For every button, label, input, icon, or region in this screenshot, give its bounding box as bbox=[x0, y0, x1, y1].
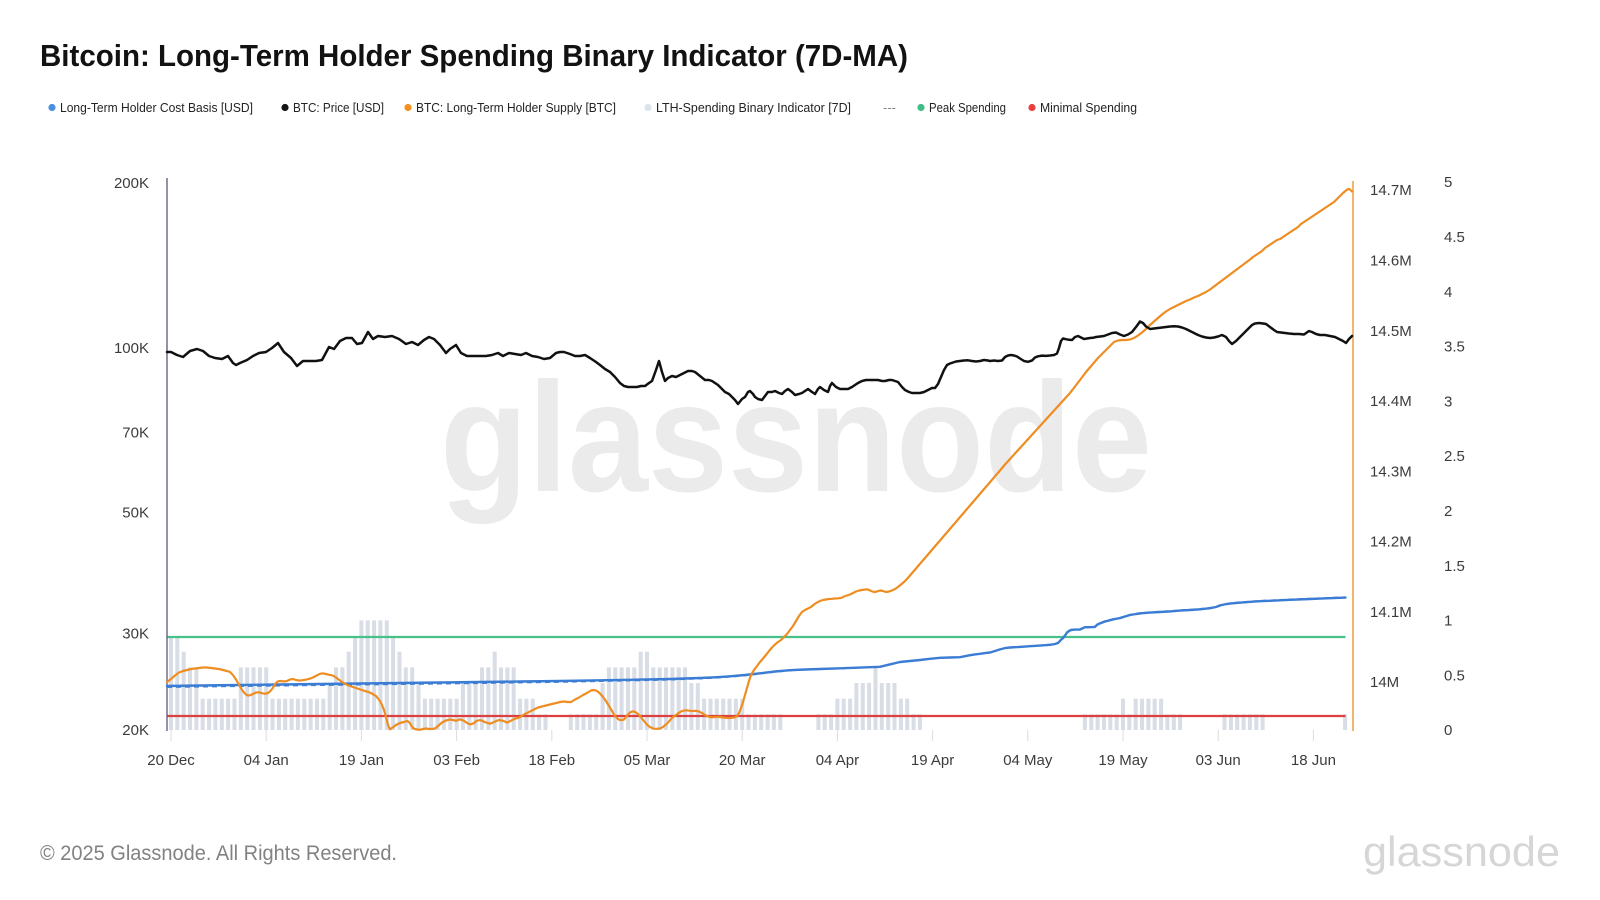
svg-text:4: 4 bbox=[1444, 284, 1452, 301]
svg-text:14.5M: 14.5M bbox=[1370, 323, 1412, 340]
svg-text:18 Feb: 18 Feb bbox=[528, 752, 575, 769]
svg-text:glassnode: glassnode bbox=[1363, 828, 1560, 875]
svg-text:14M: 14M bbox=[1370, 674, 1399, 691]
svg-text:© 2025 Glassnode. All Rights R: © 2025 Glassnode. All Rights Reserved. bbox=[40, 842, 397, 865]
svg-text:19 Jan: 19 Jan bbox=[339, 752, 384, 769]
svg-text:19 May: 19 May bbox=[1098, 752, 1148, 769]
svg-text:20 Mar: 20 Mar bbox=[719, 752, 766, 769]
svg-text:Peak Spending: Peak Spending bbox=[929, 100, 1006, 115]
svg-text:50K: 50K bbox=[122, 504, 149, 521]
svg-text:1.5: 1.5 bbox=[1444, 558, 1465, 575]
svg-text:1: 1 bbox=[1444, 613, 1452, 630]
svg-text:30K: 30K bbox=[122, 626, 149, 643]
svg-text:100K: 100K bbox=[114, 340, 149, 357]
svg-text:0.5: 0.5 bbox=[1444, 667, 1465, 684]
svg-text:3.5: 3.5 bbox=[1444, 339, 1465, 356]
svg-text:05 Mar: 05 Mar bbox=[624, 752, 671, 769]
svg-text:200K: 200K bbox=[114, 175, 149, 192]
svg-text:14.6M: 14.6M bbox=[1370, 253, 1412, 270]
svg-text:---: --- bbox=[883, 100, 896, 115]
svg-text:BTC: Price [USD]: BTC: Price [USD] bbox=[293, 100, 384, 115]
svg-text:0: 0 bbox=[1444, 722, 1452, 739]
svg-text:4.5: 4.5 bbox=[1444, 229, 1465, 246]
svg-text:14.7M: 14.7M bbox=[1370, 182, 1412, 199]
svg-text:20 Dec: 20 Dec bbox=[147, 752, 195, 769]
svg-text:04 May: 04 May bbox=[1003, 752, 1053, 769]
svg-text:04 Jan: 04 Jan bbox=[244, 752, 289, 769]
svg-text:14.4M: 14.4M bbox=[1370, 393, 1412, 410]
svg-text:glassnode: glassnode bbox=[440, 351, 1152, 525]
svg-text:Minimal Spending: Minimal Spending bbox=[1040, 100, 1137, 115]
svg-text:18 Jun: 18 Jun bbox=[1291, 752, 1336, 769]
svg-text:03 Jun: 03 Jun bbox=[1196, 752, 1241, 769]
svg-text:14.1M: 14.1M bbox=[1370, 604, 1412, 621]
svg-text:04 Apr: 04 Apr bbox=[816, 752, 859, 769]
svg-text:2.5: 2.5 bbox=[1444, 448, 1465, 465]
svg-text:14.2M: 14.2M bbox=[1370, 534, 1412, 551]
svg-text:3: 3 bbox=[1444, 393, 1452, 410]
svg-text:LTH-Spending Binary Indicator: LTH-Spending Binary Indicator [7D] bbox=[656, 100, 851, 115]
svg-text:20K: 20K bbox=[122, 722, 149, 739]
svg-text:2: 2 bbox=[1444, 503, 1452, 520]
svg-text:70K: 70K bbox=[122, 425, 149, 442]
svg-text:5: 5 bbox=[1444, 174, 1452, 191]
svg-text:03 Feb: 03 Feb bbox=[433, 752, 480, 769]
svg-text:BTC: Long-Term Holder Supply [: BTC: Long-Term Holder Supply [BTC] bbox=[416, 100, 616, 115]
svg-text:Bitcoin: Long-Term Holder Spen: Bitcoin: Long-Term Holder Spending Binar… bbox=[40, 38, 908, 73]
svg-text:14.3M: 14.3M bbox=[1370, 463, 1412, 480]
svg-text:Long-Term Holder Cost Basis [U: Long-Term Holder Cost Basis [USD] bbox=[60, 100, 253, 115]
svg-text:19 Apr: 19 Apr bbox=[911, 752, 954, 769]
